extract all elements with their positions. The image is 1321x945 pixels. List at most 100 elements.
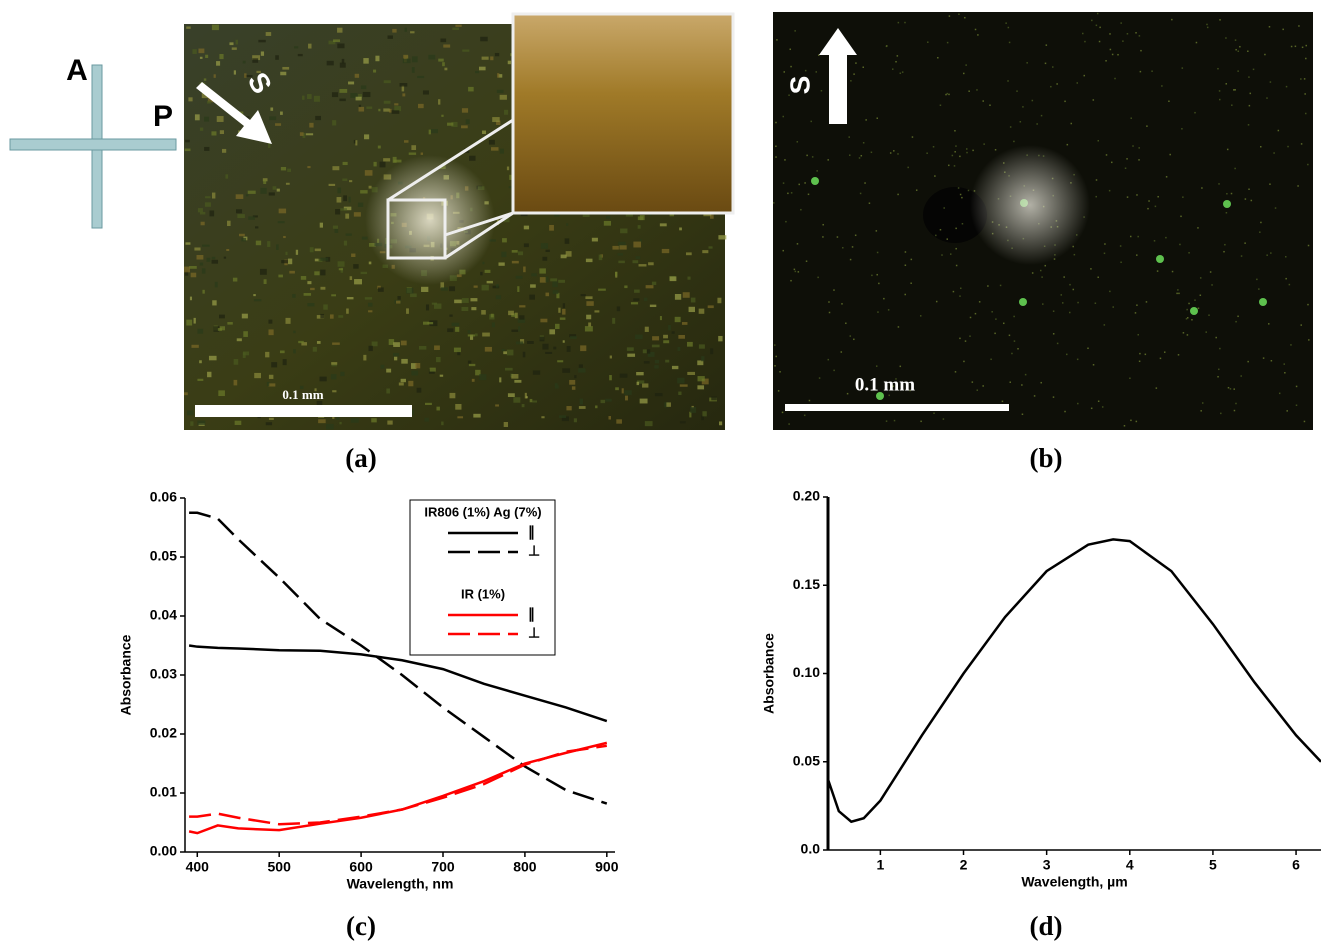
texture xyxy=(197,379,203,381)
texture xyxy=(1126,158,1128,160)
texture xyxy=(546,250,550,252)
texture xyxy=(855,235,857,237)
texture xyxy=(632,260,638,263)
texture xyxy=(1183,332,1185,334)
texture xyxy=(1007,80,1009,82)
texture xyxy=(819,377,821,379)
texture xyxy=(365,170,373,176)
texture xyxy=(1231,104,1233,106)
texture xyxy=(1137,236,1139,238)
texture xyxy=(1278,130,1280,132)
texture xyxy=(333,226,338,229)
texture xyxy=(288,259,292,265)
texture xyxy=(668,325,671,331)
texture xyxy=(1135,32,1137,34)
x-axis-label: Wavelength, nm xyxy=(347,876,454,892)
texture xyxy=(403,59,411,63)
texture xyxy=(541,243,548,249)
texture xyxy=(479,374,486,380)
texture xyxy=(1093,99,1095,101)
texture xyxy=(958,187,960,189)
texture xyxy=(849,154,851,156)
texture xyxy=(950,253,952,255)
texture xyxy=(519,305,525,307)
texture xyxy=(436,407,439,411)
texture xyxy=(207,372,211,377)
texture xyxy=(457,416,463,418)
texture xyxy=(287,169,291,172)
texture xyxy=(344,241,347,246)
texture xyxy=(307,94,312,99)
texture xyxy=(462,307,469,311)
texture xyxy=(1263,357,1265,359)
texture xyxy=(1127,33,1129,35)
texture xyxy=(1053,333,1055,335)
texture xyxy=(1259,231,1261,233)
texture xyxy=(281,167,286,170)
texture xyxy=(647,349,650,353)
texture xyxy=(1109,33,1111,35)
texture xyxy=(1104,243,1106,245)
texture xyxy=(449,315,452,317)
texture xyxy=(652,345,660,348)
texture xyxy=(410,31,414,33)
texture xyxy=(1050,86,1052,88)
texture xyxy=(1268,323,1270,325)
texture xyxy=(417,76,424,78)
texture xyxy=(697,385,704,389)
x-tick-label: 2 xyxy=(960,857,968,873)
texture xyxy=(1032,272,1034,274)
texture xyxy=(1097,13,1099,15)
texture xyxy=(348,82,354,85)
texture xyxy=(859,157,861,159)
texture xyxy=(302,96,304,100)
texture xyxy=(606,216,610,219)
texture xyxy=(1250,93,1252,95)
texture xyxy=(540,277,546,283)
texture xyxy=(204,78,206,80)
texture xyxy=(522,404,525,407)
texture xyxy=(508,393,515,397)
texture xyxy=(194,247,200,250)
texture xyxy=(1111,162,1113,164)
texture xyxy=(682,322,687,325)
texture xyxy=(227,221,231,226)
data-line xyxy=(189,746,607,824)
texture xyxy=(199,360,202,363)
texture xyxy=(1247,51,1249,53)
texture xyxy=(462,298,469,303)
texture xyxy=(897,55,899,57)
texture xyxy=(430,368,436,372)
texture xyxy=(499,377,501,382)
texture xyxy=(783,71,785,73)
texture xyxy=(469,156,476,161)
texture xyxy=(1110,49,1112,51)
texture xyxy=(209,356,217,361)
texture xyxy=(837,236,839,238)
texture xyxy=(689,307,695,312)
texture xyxy=(1005,22,1007,24)
texture xyxy=(579,406,586,409)
texture xyxy=(468,330,471,333)
texture xyxy=(286,318,291,324)
x-tick-label: 400 xyxy=(186,859,210,875)
texture xyxy=(361,85,366,89)
texture xyxy=(266,32,271,36)
texture xyxy=(852,246,854,248)
texture xyxy=(219,54,223,59)
texture xyxy=(775,356,777,358)
texture xyxy=(1273,152,1275,154)
texture xyxy=(441,287,448,290)
texture xyxy=(1200,277,1202,279)
texture xyxy=(1084,41,1086,43)
texture xyxy=(559,415,566,418)
texture xyxy=(1226,212,1228,214)
texture xyxy=(959,338,961,340)
texture xyxy=(829,312,831,314)
texture xyxy=(248,191,256,194)
texture xyxy=(581,294,586,296)
texture xyxy=(624,390,631,395)
texture xyxy=(1084,75,1086,77)
texture xyxy=(455,25,461,27)
texture xyxy=(514,380,521,383)
